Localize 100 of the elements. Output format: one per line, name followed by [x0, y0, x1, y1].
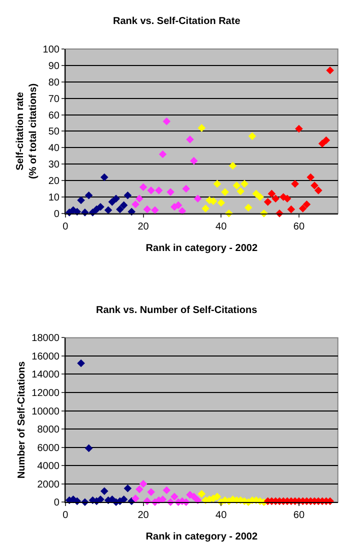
y-tick-label: 4000 [37, 461, 60, 472]
point [295, 124, 303, 133]
point [268, 190, 276, 198]
x-tick-label: 40 [216, 510, 228, 522]
y-tick-label: 40 [48, 143, 60, 154]
y-tick-label: 100 [42, 44, 60, 56]
point [162, 486, 171, 494]
point [217, 198, 226, 207]
y-tick-label: 50 [48, 126, 60, 138]
point [96, 202, 104, 211]
point [132, 494, 140, 502]
x-axis-title: Rank in category - 2002 [146, 532, 258, 543]
point [139, 183, 148, 192]
y-tick-label: 90 [48, 60, 60, 72]
point [240, 180, 248, 188]
x-tick-label: 20 [138, 221, 150, 232]
point [124, 191, 132, 200]
point [264, 198, 272, 206]
point [228, 162, 237, 170]
point [213, 180, 222, 188]
point [139, 480, 148, 488]
point [151, 206, 159, 214]
point [272, 194, 280, 203]
point [256, 193, 264, 201]
chart-title: Rank vs. Self-Citation Rate [113, 16, 241, 27]
point [198, 490, 206, 498]
point [143, 205, 152, 214]
y-axis-title: Self-citation rate (% of total citations) [14, 83, 39, 180]
y-tick-label: 0 [54, 208, 60, 220]
x-tick-label: 0 [62, 510, 69, 522]
x-tick-label: 20 [138, 510, 150, 522]
point [213, 492, 222, 501]
point [221, 188, 229, 196]
point [96, 495, 104, 504]
y-tick-label: 80 [48, 77, 60, 88]
point [310, 182, 318, 190]
y-tick-label: 30 [48, 160, 60, 171]
point [178, 207, 186, 215]
point [77, 359, 85, 368]
point [236, 187, 244, 196]
y-tick-label: 14000 [32, 370, 60, 381]
y-tick-label: 60 [48, 110, 60, 122]
point [190, 156, 198, 165]
point [248, 132, 256, 140]
point [194, 194, 202, 203]
point [252, 190, 260, 198]
y-tick-label: 10 [48, 192, 60, 204]
point [244, 204, 252, 212]
point [326, 66, 334, 74]
point [182, 184, 190, 193]
x-tick-label: 60 [293, 510, 305, 522]
point [77, 196, 85, 204]
y-tick-label: 16000 [32, 351, 60, 362]
y-tick-label: 8000 [37, 424, 60, 436]
point [170, 492, 178, 501]
point [132, 200, 140, 208]
point [84, 444, 93, 452]
point [147, 186, 155, 194]
point [158, 150, 167, 158]
point [306, 173, 315, 182]
point [198, 124, 206, 132]
point [186, 136, 194, 144]
point [100, 173, 108, 182]
point [162, 117, 171, 126]
point [84, 191, 93, 200]
x-axis-title: Rank in category - 2002 [146, 242, 258, 254]
point [124, 484, 132, 492]
y-tick-label: 10000 [32, 406, 60, 418]
y-tick-label: 18000 [32, 333, 60, 344]
point [166, 188, 174, 196]
x-tick-label: 40 [216, 221, 228, 232]
point [120, 201, 128, 210]
point [128, 208, 136, 216]
point [100, 487, 108, 496]
point [291, 180, 299, 188]
point [104, 206, 112, 214]
chart-title: Rank vs. Number of Self-Citations [96, 305, 258, 316]
y-tick-label: 0 [54, 498, 60, 509]
point [136, 485, 144, 494]
point [298, 204, 307, 212]
point [108, 198, 116, 206]
point [116, 205, 124, 214]
point [322, 136, 330, 144]
point [232, 182, 241, 190]
point [287, 205, 296, 214]
point [202, 204, 210, 212]
point [302, 200, 311, 208]
point [136, 194, 144, 203]
x-tick-label: 60 [293, 221, 305, 232]
point [112, 194, 120, 203]
point [318, 140, 326, 148]
y-tick-label: 2000 [37, 479, 60, 490]
point [154, 186, 163, 194]
point [314, 186, 322, 194]
y-tick-label: 12000 [32, 388, 60, 399]
y-tick-label: 20 [48, 176, 60, 188]
y-tick-label: 70 [48, 94, 60, 105]
point [147, 488, 155, 496]
y-tick-label: 6000 [37, 442, 60, 454]
x-tick-label: 0 [62, 221, 69, 232]
